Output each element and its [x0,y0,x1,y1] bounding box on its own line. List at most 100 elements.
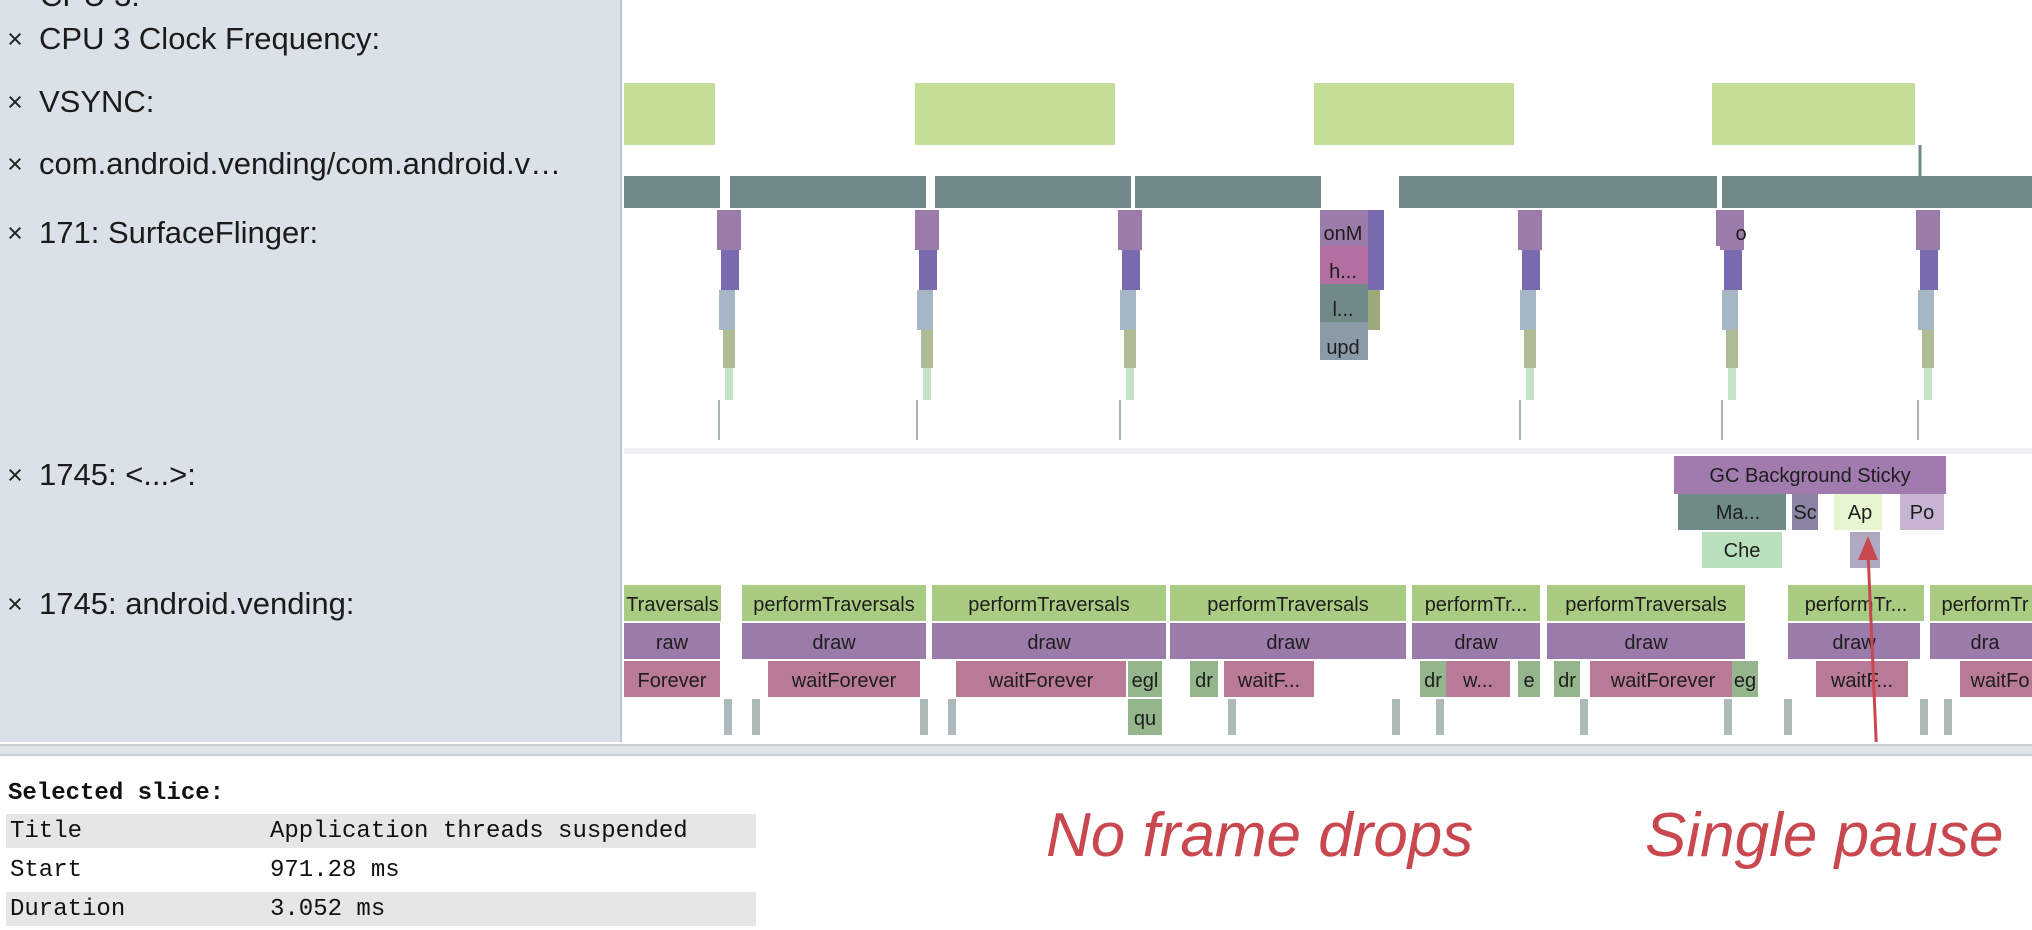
vsync-slice[interactable] [624,83,715,145]
track-surfaceflinger[interactable]: × 171: SurfaceFlinger: [0,213,600,253]
perform-traversals-slice[interactable] [1547,585,1745,621]
fine-slice[interactable] [752,699,760,735]
small-slice[interactable] [1554,661,1580,697]
fine-slice[interactable] [1920,699,1928,735]
sf-slice[interactable] [921,330,933,368]
track-1745-unknown[interactable]: × 1745: <...>: [0,455,600,495]
gc-slice-ma[interactable] [1678,494,1786,530]
sf-slice[interactable] [1518,210,1542,250]
draw-slice[interactable] [742,623,926,659]
sf-slice[interactable] [1522,250,1540,290]
sf-slice-upd[interactable] [1320,322,1368,360]
sf-slice[interactable] [721,250,739,290]
wait-forever-slice[interactable] [1446,661,1510,697]
frame-slice[interactable] [730,176,926,208]
draw-slice[interactable] [1170,623,1406,659]
gc-background-sticky-slice[interactable] [1674,456,1946,494]
track-com-android-vending[interactable]: × com.android.vending/com.android.v… [0,144,600,184]
sf-slice[interactable] [1368,210,1384,290]
sf-slice[interactable] [1920,250,1938,290]
sf-slice[interactable] [1526,368,1534,400]
fine-slice[interactable] [724,699,732,735]
wait-forever-slice[interactable] [624,661,720,697]
sf-slice[interactable] [1122,250,1140,290]
sf-slice[interactable] [1724,250,1742,290]
sf-slice[interactable] [717,210,741,250]
timeline-svg[interactable]: onM h... l... upd o GC Background Sticky Ma...… [624,0,2032,742]
close-icon[interactable]: × [7,459,23,490]
gc-slice-che[interactable] [1702,532,1782,568]
sf-slice[interactable] [725,368,733,400]
gc-slice-po[interactable] [1900,494,1944,530]
sf-slice[interactable] [1916,210,1940,250]
sf-slice-h[interactable] [1320,246,1368,284]
sf-slice[interactable] [1722,290,1738,330]
draw-slice[interactable] [1930,623,2032,659]
panel-divider[interactable] [0,744,2032,756]
timeline-area[interactable]: onM h... l... upd o GC Background Sticky Ma...… [624,0,2032,742]
sf-slice[interactable] [1120,290,1136,330]
wait-forever-slice[interactable] [1224,661,1314,697]
frame-slice[interactable] [1722,176,2032,208]
track-separator[interactable] [624,448,2032,454]
fine-slice[interactable] [1784,699,1792,735]
sf-slice[interactable] [923,368,931,400]
vsync-slice[interactable] [1314,83,1514,145]
sf-slice[interactable] [919,250,937,290]
fine-slice[interactable] [1724,699,1732,735]
wait-forever-slice[interactable] [1590,661,1736,697]
frame-slice[interactable] [624,176,720,208]
sf-slice[interactable] [917,290,933,330]
sf-slice[interactable] [1524,330,1536,368]
perform-traversals-slice[interactable] [742,585,926,621]
draw-slice[interactable] [932,623,1166,659]
close-icon[interactable]: × [7,86,23,117]
draw-slice[interactable] [1547,623,1745,659]
frame-slice[interactable] [1135,176,1321,208]
perform-traversals-slice[interactable] [624,585,721,621]
sf-slice[interactable] [1918,290,1934,330]
fine-slice[interactable] [1228,699,1236,735]
fine-slice[interactable] [1580,699,1588,735]
gc-slice-sc[interactable] [1792,494,1818,530]
sf-slice[interactable] [1728,368,1736,400]
sf-slice-o[interactable] [1716,210,1734,246]
sf-slice[interactable] [1922,330,1934,368]
vsync-slice[interactable] [1712,83,1915,145]
wait-forever-slice[interactable] [768,661,920,697]
track-cpu3-clock-frequency[interactable]: × CPU 3 Clock Frequency: [0,19,600,59]
small-slice[interactable] [1128,699,1162,735]
frame-slice[interactable] [935,176,1131,208]
fine-slice[interactable] [1436,699,1444,735]
sf-slice[interactable] [1924,368,1932,400]
sf-slice[interactable] [719,290,735,330]
perform-traversals-slice[interactable] [1788,585,1924,621]
track-vsync[interactable]: × VSYNC: [0,82,600,122]
close-icon[interactable]: × [7,588,23,619]
small-slice[interactable] [1128,661,1162,697]
fine-slice[interactable] [1944,699,1952,735]
vsync-slice[interactable] [915,83,1115,145]
sf-slice[interactable] [1126,368,1134,400]
wait-forever-slice[interactable] [1816,661,1908,697]
close-icon[interactable]: × [7,217,23,248]
draw-slice[interactable] [624,623,720,659]
perform-traversals-slice[interactable] [1412,585,1540,621]
small-slice[interactable] [1190,661,1218,697]
wait-forever-slice[interactable] [1960,661,2032,697]
sf-slice[interactable] [723,330,735,368]
frame-slice[interactable] [1399,176,1527,208]
fine-slice[interactable] [920,699,928,735]
sf-slice[interactable] [1124,330,1136,368]
sf-slice-l[interactable] [1320,284,1368,322]
fine-slice[interactable] [1392,699,1400,735]
small-slice[interactable] [1518,661,1540,697]
track-1745-android-vending[interactable]: × 1745: android.vending: [0,584,600,624]
small-slice[interactable] [1732,661,1758,697]
sf-slice[interactable] [1118,210,1142,250]
perform-traversals-slice[interactable] [1930,585,2032,621]
sf-slice-onm[interactable] [1320,210,1368,246]
gc-slice-ap-selected[interactable] [1834,494,1882,530]
perform-traversals-slice[interactable] [932,585,1166,621]
wait-forever-slice[interactable] [956,661,1126,697]
